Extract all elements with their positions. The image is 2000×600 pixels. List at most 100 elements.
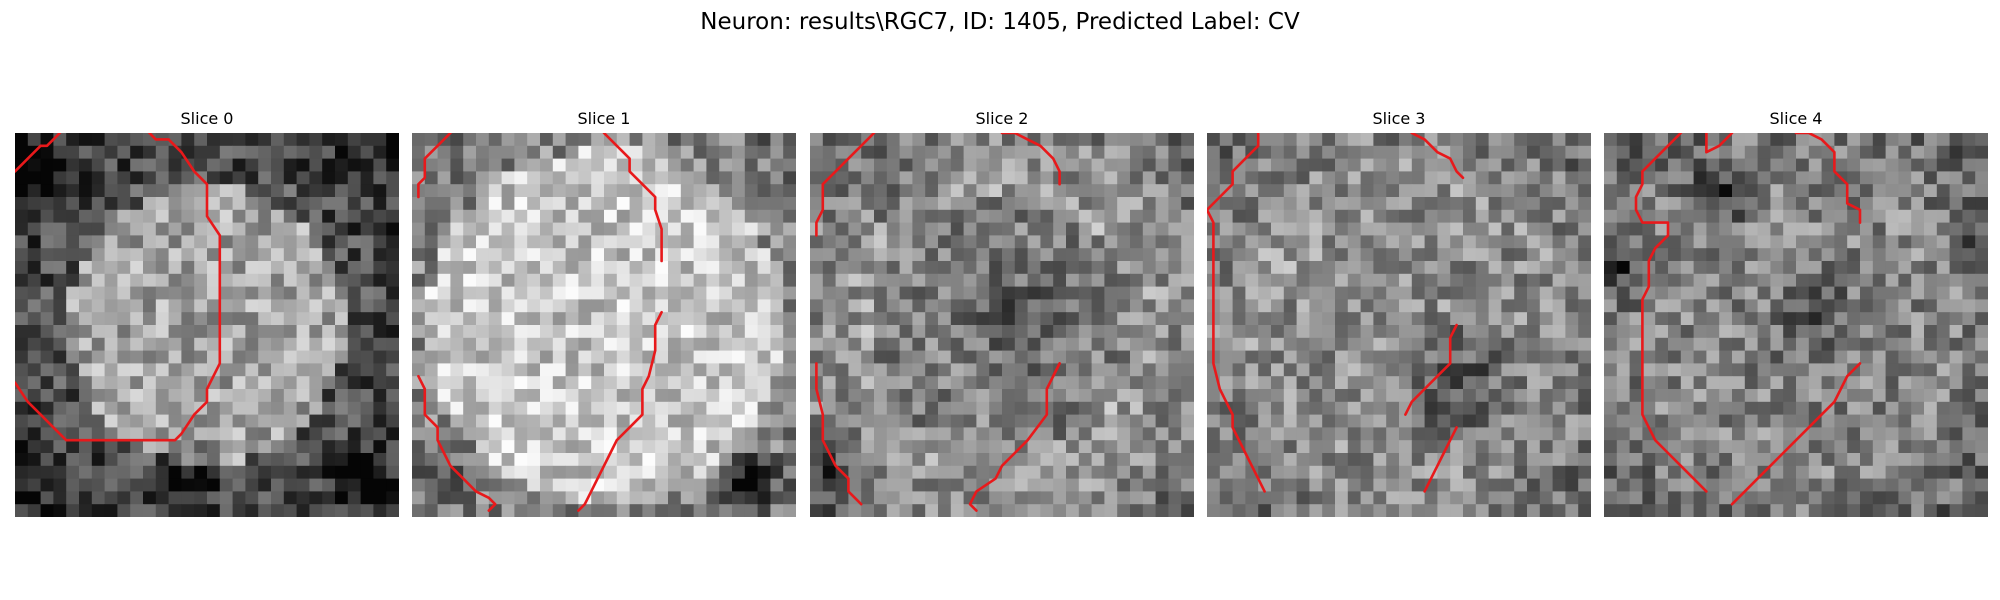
pixel-cell	[1232, 389, 1246, 403]
pixel-cell	[963, 325, 977, 339]
pixel-cell	[1732, 209, 1746, 223]
pixel-cell	[1142, 158, 1156, 172]
pixel-cell	[1296, 197, 1310, 211]
pixel-cell	[848, 158, 862, 172]
pixel-cell	[27, 133, 41, 147]
pixel-cell	[861, 222, 875, 236]
pixel-cell	[1975, 133, 1988, 147]
pixel-cell	[450, 491, 464, 505]
pixel-cell	[1283, 299, 1297, 313]
pixel-cell	[1783, 171, 1797, 185]
pixel-cell	[347, 440, 361, 454]
pixel-cell	[424, 184, 438, 198]
pixel-cell	[1744, 184, 1758, 198]
pixel-cell	[1002, 389, 1016, 403]
pixel-cell	[874, 312, 888, 326]
pixel-cell	[424, 350, 438, 364]
pixel-cell	[1565, 350, 1579, 364]
pixel-cell	[1565, 504, 1579, 517]
pixel-cell	[1053, 504, 1067, 517]
pixel-cell	[732, 478, 746, 492]
pixel-cell	[822, 209, 836, 223]
pixel-cell	[1834, 401, 1848, 415]
pixel-cell	[412, 248, 426, 262]
pixel-cell	[1655, 350, 1669, 364]
pixel-cell	[783, 197, 796, 211]
pixel-cell	[1693, 363, 1707, 377]
pixel-cell	[501, 325, 515, 339]
pixel-cell	[1872, 184, 1886, 198]
pixel-cell	[104, 453, 118, 467]
pixel-cell	[1911, 453, 1925, 467]
pixel-cell	[232, 491, 246, 505]
pixel-cell	[1860, 389, 1874, 403]
pixel-cell	[1936, 350, 1950, 364]
pixel-cell	[1936, 197, 1950, 211]
pixel-cell	[450, 286, 464, 300]
pixel-cell	[1578, 363, 1591, 377]
pixel-cell	[1924, 325, 1938, 339]
pixel-cell	[232, 453, 246, 467]
pixel-cell	[899, 133, 913, 147]
pixel-cell	[1014, 261, 1028, 275]
pixel-cell	[322, 389, 336, 403]
pixel-cell	[578, 325, 592, 339]
pixel-cell	[744, 273, 758, 287]
pixel-cell	[1834, 337, 1848, 351]
pixel-cell	[912, 491, 926, 505]
pixel-cell	[719, 158, 733, 172]
pixel-cell	[463, 325, 477, 339]
pixel-cell	[463, 184, 477, 198]
pixel-cell	[810, 325, 824, 339]
pixel-cell	[488, 376, 502, 390]
pixel-cell	[950, 222, 964, 236]
pixel-cell	[1450, 389, 1464, 403]
pixel-cell	[1437, 133, 1451, 147]
pixel-cell	[412, 414, 426, 428]
pixel-cell	[1450, 350, 1464, 364]
pixel-cell	[450, 389, 464, 403]
pixel-cell	[1719, 248, 1733, 262]
pixel-cell	[1655, 197, 1669, 211]
pixel-cell	[1245, 235, 1259, 249]
pixel-cell	[1309, 363, 1323, 377]
pixel-cell	[1860, 184, 1874, 198]
pixel-cell	[245, 171, 259, 185]
pixel-cell	[1207, 414, 1221, 428]
pixel-cell	[578, 184, 592, 198]
pixel-cell	[732, 133, 746, 147]
pixel-cell	[1936, 491, 1950, 505]
pixel-cell	[1027, 273, 1041, 287]
pixel-cell	[1245, 248, 1259, 262]
pixel-cell	[1437, 209, 1451, 223]
pixel-cell	[680, 453, 694, 467]
pixel-cell	[219, 171, 233, 185]
pixel-cell	[565, 376, 579, 390]
pixel-cell	[899, 145, 913, 159]
pixel-cell	[527, 299, 541, 313]
pixel-cell	[1757, 158, 1771, 172]
pixel-cell	[642, 299, 656, 313]
pixel-cell	[1898, 261, 1912, 275]
pixel-cell	[27, 376, 41, 390]
pixel-cell	[283, 363, 297, 377]
pixel-cell	[1604, 440, 1618, 454]
pixel-cell	[1168, 376, 1182, 390]
pixel-cell	[1808, 248, 1822, 262]
pixel-cell	[1091, 478, 1105, 492]
pixel-cell	[1027, 453, 1041, 467]
pixel-cell	[1911, 440, 1925, 454]
pixel-cell	[1386, 158, 1400, 172]
pixel-cell	[488, 427, 502, 441]
pixel-cell	[1155, 363, 1169, 377]
pixel-cell	[1693, 171, 1707, 185]
pixel-cell	[925, 235, 939, 249]
pixel-cell	[1898, 158, 1912, 172]
pixel-cell	[732, 427, 746, 441]
pixel-cell	[1783, 235, 1797, 249]
pixel-cell	[130, 286, 144, 300]
pixel-cell	[835, 248, 849, 262]
pixel-cell	[783, 171, 796, 185]
pixel-cell	[1936, 465, 1950, 479]
pixel-cell	[770, 414, 784, 428]
